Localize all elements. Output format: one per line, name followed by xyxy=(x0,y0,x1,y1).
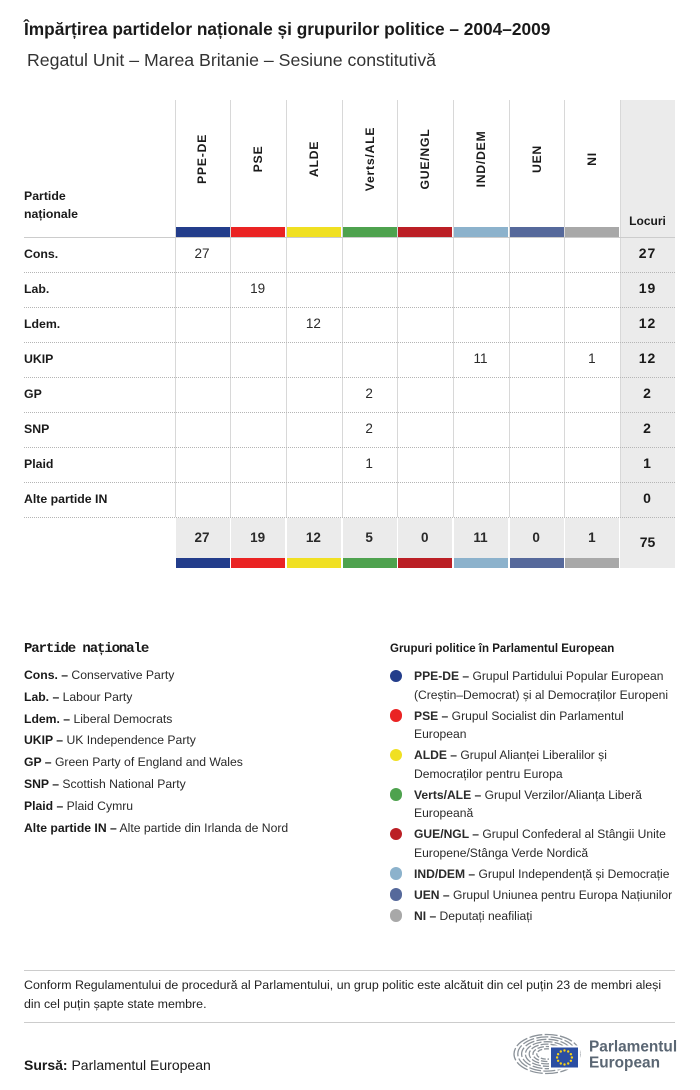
svg-text:Parlamentul: Parlamentul xyxy=(589,1039,677,1056)
svg-text:European: European xyxy=(589,1055,660,1072)
